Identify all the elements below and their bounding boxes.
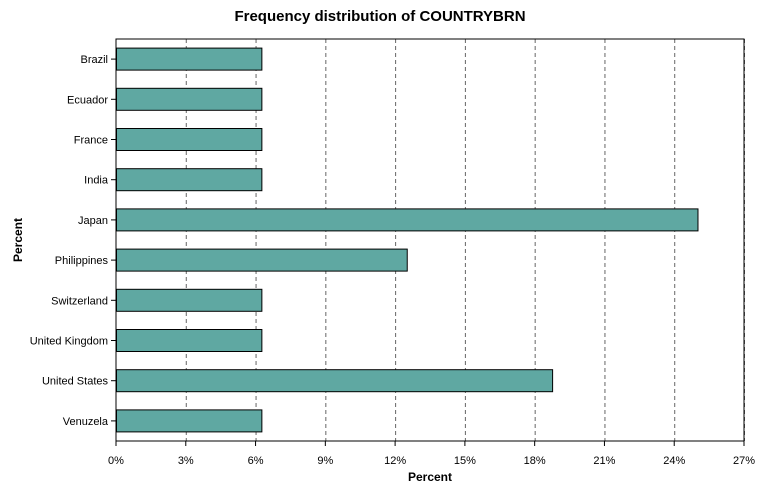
y-axis-title: Percent xyxy=(11,218,25,262)
category-label: Switzerland xyxy=(51,295,108,307)
x-tick-label: 3% xyxy=(178,455,194,467)
x-axis: 0% 3% 6% 9% 12% 15% 18% 21% 24% 27% xyxy=(108,441,755,467)
category-label: Japan xyxy=(78,215,108,227)
bar xyxy=(116,329,263,352)
category-label: United Kingdom xyxy=(30,336,108,348)
category-label: Venuzela xyxy=(63,416,109,428)
bar xyxy=(116,208,699,232)
bar xyxy=(116,248,408,272)
category-label: France xyxy=(74,135,108,147)
bar xyxy=(116,87,263,111)
x-tick-label: 9% xyxy=(317,455,333,467)
bar xyxy=(116,369,554,393)
bar xyxy=(116,288,263,312)
bar xyxy=(116,128,263,151)
bar xyxy=(116,409,263,433)
category-label: Philippines xyxy=(55,255,109,267)
bar xyxy=(116,168,263,192)
category-label: Brazil xyxy=(80,54,108,66)
x-tick-label: 27% xyxy=(733,455,755,467)
bar xyxy=(116,47,263,71)
x-tick-label: 6% xyxy=(248,455,264,467)
category-label: Ecuador xyxy=(67,94,108,106)
y-axis: Brazil Ecuador France India Japan Philippines… xyxy=(30,54,116,428)
bars xyxy=(116,47,699,433)
x-axis-title: Percent xyxy=(408,470,452,483)
chart-title: Frequency distribution of COUNTRYBRN xyxy=(234,8,526,25)
x-tick-label: 24% xyxy=(663,455,685,467)
category-label: United States xyxy=(42,376,109,388)
plot-frame xyxy=(115,38,745,442)
x-tick-label: 21% xyxy=(593,455,615,467)
x-tick-label: 0% xyxy=(108,455,124,467)
category-label: India xyxy=(84,175,109,187)
x-tick-label: 12% xyxy=(384,455,406,467)
x-tick-label: 15% xyxy=(454,455,476,467)
x-tick-label: 18% xyxy=(524,455,546,467)
